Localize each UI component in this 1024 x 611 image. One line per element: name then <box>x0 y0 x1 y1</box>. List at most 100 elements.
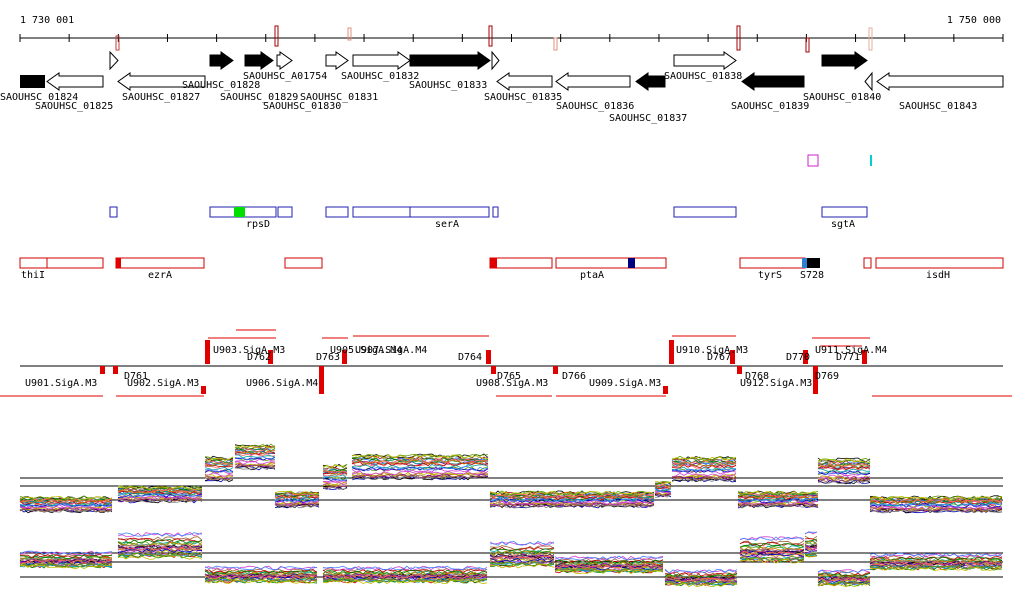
transcript-fill <box>628 258 635 268</box>
segment-label: D767 <box>707 352 731 363</box>
coverage-trace <box>664 580 738 586</box>
gene-arrow <box>117 72 206 91</box>
segment-label: D763 <box>316 352 340 363</box>
coverage-trace <box>489 553 555 558</box>
coverage-trace <box>117 488 203 494</box>
coverage-trace <box>234 443 276 449</box>
coverage-trace <box>664 580 738 586</box>
coverage-trace <box>817 461 871 466</box>
coverage-trace <box>804 548 818 552</box>
coverage-trace <box>19 560 113 566</box>
coverage-trace <box>19 563 113 569</box>
coverage-trace <box>738 500 819 506</box>
segment-label: D762 <box>247 352 271 363</box>
segment-label: U906.SigA.M4 <box>246 378 318 389</box>
coverage-trace <box>234 451 276 455</box>
gene-label: SAOUHSC_A01754 <box>243 71 327 82</box>
coverage-trace <box>671 464 737 469</box>
coverage-trace <box>804 531 818 534</box>
coverage-trace <box>654 487 672 492</box>
gene-label: SAOUHSC_01833 <box>409 80 487 91</box>
segment-flag <box>730 350 735 364</box>
transcript-box <box>284 257 323 269</box>
gene-arrow <box>244 51 274 70</box>
coverage-trace <box>322 464 348 470</box>
coverage-trace <box>739 548 805 553</box>
coverage-trace <box>205 577 318 583</box>
coverage-trace <box>554 562 664 568</box>
segment-label: D764 <box>458 352 482 363</box>
coverage-trace <box>739 550 805 556</box>
gene-label: SAOUHSC_01832 <box>341 71 419 82</box>
transcript-label: isdH <box>926 270 950 281</box>
signal-mark <box>488 25 493 47</box>
coverage-trace <box>671 468 737 474</box>
coverage-trace <box>739 536 805 541</box>
segment-flag <box>553 366 558 374</box>
coverage-trace <box>804 541 818 546</box>
coverage-trace <box>817 462 871 468</box>
coverage-trace <box>204 464 234 468</box>
gene-box <box>20 75 45 88</box>
coverage-trace <box>737 502 819 508</box>
coverage-trace <box>20 553 113 559</box>
coverage-trace <box>671 464 737 469</box>
coverage-trace <box>19 505 113 510</box>
segment-label: D761 <box>124 371 148 382</box>
coverage-trace <box>489 493 655 498</box>
operon-box <box>673 206 737 218</box>
gene-label: SAOUHSC_01831 <box>300 92 378 103</box>
operon-box <box>277 206 293 218</box>
ruler-end: 1 750 000 <box>947 15 1001 26</box>
coverage-trace <box>870 566 1003 572</box>
gene-label: SAOUHSC_01835 <box>484 92 562 103</box>
gene-arrow <box>821 51 868 70</box>
gene-label: SAOUHSC_01839 <box>731 101 809 112</box>
coverage-trace <box>117 498 203 504</box>
coverage-trace <box>19 564 112 570</box>
segment-label: D770 <box>786 352 810 363</box>
coverage-trace <box>234 456 276 461</box>
coverage-trace <box>322 485 348 489</box>
coverage-trace <box>204 477 234 482</box>
coverage-trace <box>204 472 234 477</box>
coverage-trace <box>554 564 664 569</box>
gene-arrow <box>496 72 553 91</box>
coverage-trace <box>804 546 818 550</box>
gene-arrow <box>276 51 293 70</box>
coverage-trace <box>671 476 737 481</box>
coverage-trace <box>351 470 489 476</box>
coverage-trace <box>204 574 318 579</box>
gene-arrow <box>109 50 119 71</box>
coverage-trace <box>117 491 203 496</box>
gene-arrow <box>325 51 349 70</box>
transcript-fill <box>490 258 497 268</box>
coverage-trace <box>737 490 819 496</box>
segment-label: U910.SigA.M3 <box>676 345 748 356</box>
coverage-trace <box>234 445 276 449</box>
coverage-trace <box>234 464 276 469</box>
coverage-trace <box>322 574 488 580</box>
coverage-trace <box>869 495 1003 501</box>
coverage-trace <box>817 582 871 588</box>
segment-label: D769 <box>815 371 839 382</box>
coverage-trace <box>489 545 555 550</box>
signal-mark <box>805 37 810 53</box>
segment-label: U905.SigA.M4 <box>330 345 402 356</box>
coverage-trace <box>117 544 203 549</box>
transcript-fill <box>807 258 820 268</box>
operon-fill <box>234 207 245 217</box>
gene-label: SAOUHSC_01843 <box>899 101 977 112</box>
coverage-trace <box>739 540 805 545</box>
coverage-trace <box>19 495 113 501</box>
coverage-trace <box>234 460 276 465</box>
coverage-trace <box>19 508 113 513</box>
coverage-trace <box>19 559 113 565</box>
coverage-trace <box>322 572 488 578</box>
coverage-trace <box>234 448 276 452</box>
segment-label: U901.SigA.M3 <box>25 378 97 389</box>
coverage-trace <box>804 543 818 546</box>
gene-arrow <box>741 72 805 91</box>
coverage-trace <box>322 476 348 481</box>
